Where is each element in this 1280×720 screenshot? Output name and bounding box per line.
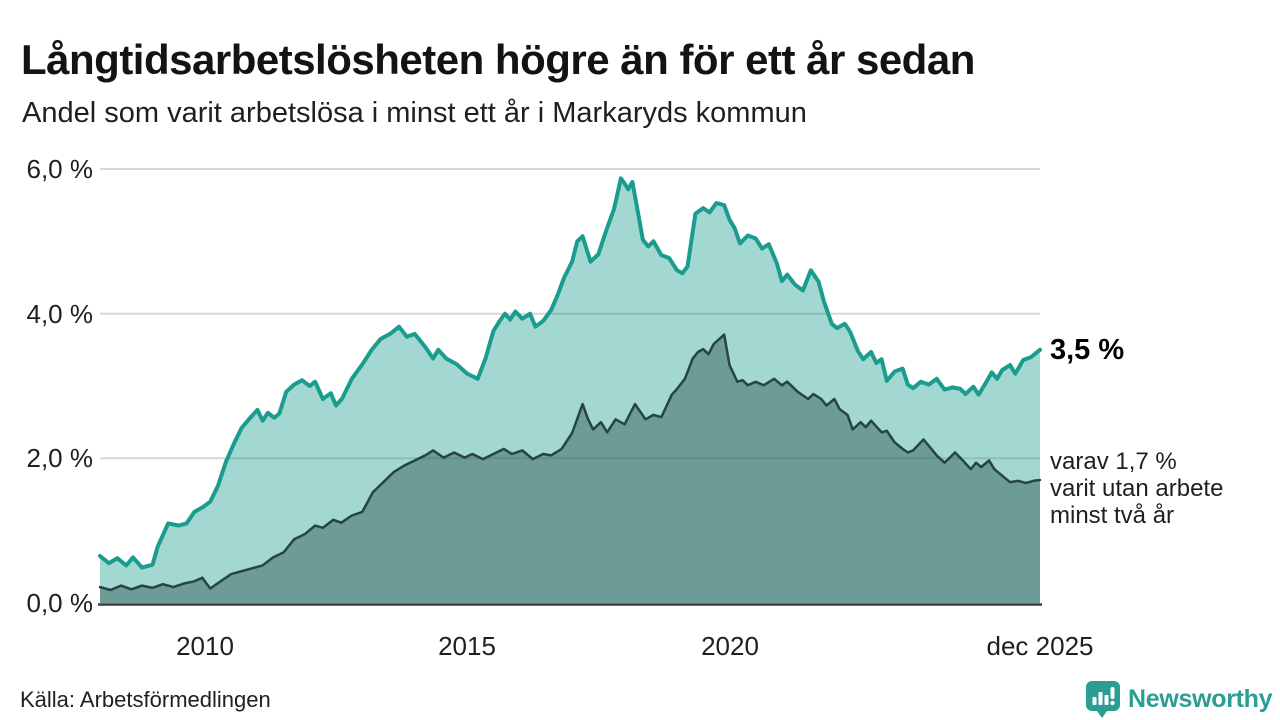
x-tick-2015: 2015 xyxy=(438,631,496,661)
x-tick-dec-2025: dec 2025 xyxy=(986,631,1094,661)
y-tick-6: 6,0 % xyxy=(26,154,94,184)
x-tick-2010: 2010 xyxy=(176,631,234,661)
series-annotation: varav 1,7 % varit utan arbete minst två … xyxy=(1050,448,1280,529)
newsworthy-logo-text: Newsworthy xyxy=(1128,684,1273,713)
x-tick-2020: 2020 xyxy=(701,631,759,661)
series-line xyxy=(98,333,1042,592)
y-tick-2: 2,0 % xyxy=(26,443,94,473)
y-tick-0: 0,0 % xyxy=(26,588,94,618)
source-attribution: Källa: Arbetsförmedlingen xyxy=(20,687,271,712)
annotation-line-3: minst två år xyxy=(1050,502,1175,529)
series-area xyxy=(100,334,1040,603)
newsworthy-logo: Newsworthy xyxy=(1084,679,1274,719)
newsworthy-logo-icon xyxy=(1086,681,1120,718)
annotation-line-2: varit utan arbete xyxy=(1050,475,1224,502)
annotation-line-1: varav 1,7 % xyxy=(1050,448,1177,475)
series-line xyxy=(98,176,1042,570)
chart-title: Långtidsarbetslösheten högre än för ett … xyxy=(21,36,975,84)
series-area xyxy=(100,178,1040,603)
chart-subtitle: Andel som varit arbetslösa i minst ett å… xyxy=(22,97,807,129)
y-tick-4: 4,0 % xyxy=(26,299,94,329)
series-end-value-label: 3,5 % xyxy=(1050,334,1125,366)
